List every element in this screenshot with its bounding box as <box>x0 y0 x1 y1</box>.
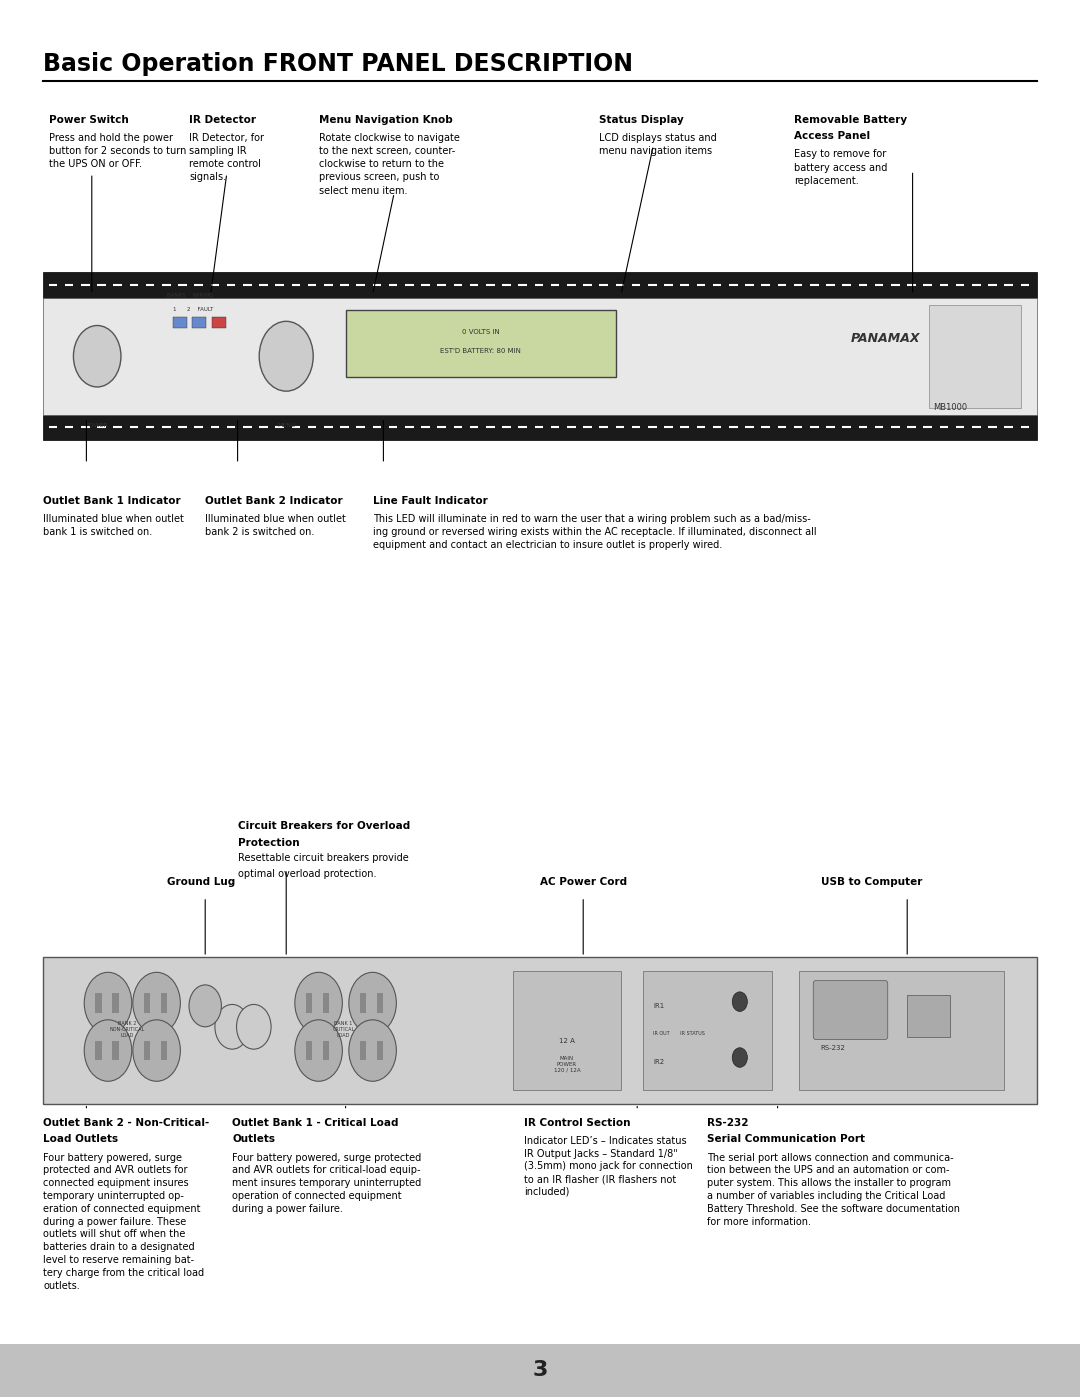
Text: This LED will illuminate in red to warn the user that a wiring problem such as a: This LED will illuminate in red to warn … <box>373 514 816 549</box>
Text: Protection: Protection <box>238 838 299 848</box>
Text: AC Power Cord: AC Power Cord <box>540 877 627 887</box>
FancyBboxPatch shape <box>212 317 226 328</box>
Text: MENU: MENU <box>276 423 296 429</box>
FancyBboxPatch shape <box>0 1344 1080 1397</box>
Text: Four battery powered, surge
protected and AVR outlets for
connected equipment in: Four battery powered, surge protected an… <box>43 1153 204 1291</box>
FancyBboxPatch shape <box>360 1041 366 1060</box>
Text: Removable Battery: Removable Battery <box>794 115 907 124</box>
Circle shape <box>295 972 342 1034</box>
FancyBboxPatch shape <box>929 305 1021 408</box>
Circle shape <box>133 1020 180 1081</box>
Circle shape <box>732 1048 747 1067</box>
Text: RS-232: RS-232 <box>821 1045 846 1051</box>
Text: IR Detector, for
sampling IR
remote control
signals.: IR Detector, for sampling IR remote cont… <box>189 133 264 183</box>
Circle shape <box>295 1020 342 1081</box>
FancyBboxPatch shape <box>360 993 366 1013</box>
Text: Outlet Bank 2 Indicator: Outlet Bank 2 Indicator <box>205 496 342 506</box>
Text: 1      2    FAULT: 1 2 FAULT <box>173 307 213 313</box>
Circle shape <box>259 321 313 391</box>
Text: IR Detector: IR Detector <box>189 115 256 124</box>
FancyBboxPatch shape <box>112 1041 119 1060</box>
FancyBboxPatch shape <box>377 1041 383 1060</box>
Text: USB to Computer: USB to Computer <box>821 877 922 887</box>
FancyBboxPatch shape <box>112 993 119 1013</box>
Text: Load Outlets: Load Outlets <box>43 1134 119 1144</box>
Text: 12 A: 12 A <box>559 1038 575 1044</box>
Text: IR2: IR2 <box>653 1059 664 1065</box>
Circle shape <box>215 1004 249 1049</box>
Circle shape <box>84 972 132 1034</box>
FancyBboxPatch shape <box>161 1041 167 1060</box>
Text: Status Display: Status Display <box>599 115 684 124</box>
Text: Easy to remove for
battery access and
replacement.: Easy to remove for battery access and re… <box>794 149 887 186</box>
FancyBboxPatch shape <box>799 971 1004 1090</box>
FancyBboxPatch shape <box>306 993 312 1013</box>
Text: Access Panel: Access Panel <box>794 131 869 141</box>
FancyBboxPatch shape <box>43 415 1037 440</box>
Circle shape <box>349 972 396 1034</box>
Text: RS-232: RS-232 <box>707 1118 748 1127</box>
Text: optimal overload protection.: optimal overload protection. <box>238 869 376 879</box>
Text: IR Control Section: IR Control Section <box>524 1118 631 1127</box>
Text: 3: 3 <box>532 1361 548 1380</box>
Text: Menu Navigation Knob: Menu Navigation Knob <box>319 115 453 124</box>
Text: EST'D BATTERY: 80 MIN: EST'D BATTERY: 80 MIN <box>441 348 521 353</box>
Text: MB1000: MB1000 <box>933 404 968 412</box>
Text: Illuminated blue when outlet
bank 2 is switched on.: Illuminated blue when outlet bank 2 is s… <box>205 514 346 536</box>
Text: BANKS    WIRING: BANKS WIRING <box>167 293 214 299</box>
Text: Ground Lug: Ground Lug <box>167 877 235 887</box>
Text: Circuit Breakers for Overload: Circuit Breakers for Overload <box>238 821 409 831</box>
FancyBboxPatch shape <box>95 993 102 1013</box>
Text: MAIN
POWER
120 / 12A: MAIN POWER 120 / 12A <box>554 1056 580 1073</box>
FancyBboxPatch shape <box>144 993 150 1013</box>
Circle shape <box>349 1020 396 1081</box>
Circle shape <box>237 1004 271 1049</box>
FancyBboxPatch shape <box>161 993 167 1013</box>
Text: Outlet Bank 1 - Critical Load: Outlet Bank 1 - Critical Load <box>232 1118 399 1127</box>
Text: IR OUT       IR STATUS: IR OUT IR STATUS <box>653 1031 705 1037</box>
FancyBboxPatch shape <box>173 317 187 328</box>
Circle shape <box>732 992 747 1011</box>
Circle shape <box>84 1020 132 1081</box>
Text: 0 VOLTS IN: 0 VOLTS IN <box>462 330 499 335</box>
Text: Indicator LED’s – Indicates status
IR Output Jacks – Standard 1/8"
(3.5mm) mono : Indicator LED’s – Indicates status IR Ou… <box>524 1136 692 1197</box>
Text: Press and hold the power
button for 2 seconds to turn
the UPS ON or OFF.: Press and hold the power button for 2 se… <box>49 133 186 169</box>
Text: The serial port allows connection and communica-
tion between the UPS and an aut: The serial port allows connection and co… <box>707 1153 960 1227</box>
FancyBboxPatch shape <box>306 1041 312 1060</box>
Text: BANK 2
NON-CRITICAL
LOAD: BANK 2 NON-CRITICAL LOAD <box>110 1021 145 1038</box>
FancyBboxPatch shape <box>192 317 206 328</box>
Circle shape <box>73 326 121 387</box>
FancyBboxPatch shape <box>95 1041 102 1060</box>
Text: IR1: IR1 <box>653 1003 664 1009</box>
Text: Illuminated blue when outlet
bank 1 is switched on.: Illuminated blue when outlet bank 1 is s… <box>43 514 184 536</box>
FancyBboxPatch shape <box>323 1041 329 1060</box>
FancyBboxPatch shape <box>43 298 1037 415</box>
Text: Outlet Bank 2 - Non-Critical-: Outlet Bank 2 - Non-Critical- <box>43 1118 210 1127</box>
Text: Outlets: Outlets <box>232 1134 275 1144</box>
FancyBboxPatch shape <box>907 995 950 1037</box>
Text: POWER: POWER <box>85 423 109 429</box>
FancyBboxPatch shape <box>323 993 329 1013</box>
FancyBboxPatch shape <box>643 971 772 1090</box>
FancyBboxPatch shape <box>43 957 1037 1104</box>
FancyBboxPatch shape <box>43 272 1037 298</box>
Text: PANAMAX: PANAMAX <box>851 331 920 345</box>
Text: Line Fault Indicator: Line Fault Indicator <box>373 496 487 506</box>
FancyBboxPatch shape <box>346 310 616 377</box>
FancyBboxPatch shape <box>513 971 621 1090</box>
Text: Basic Operation FRONT PANEL DESCRIPTION: Basic Operation FRONT PANEL DESCRIPTION <box>43 52 633 75</box>
Text: Power Switch: Power Switch <box>49 115 129 124</box>
Circle shape <box>189 985 221 1027</box>
FancyBboxPatch shape <box>813 981 888 1039</box>
Text: Serial Communication Port: Serial Communication Port <box>707 1134 865 1144</box>
Text: Outlet Bank 1 Indicator: Outlet Bank 1 Indicator <box>43 496 180 506</box>
Text: Rotate clockwise to navigate
to the next screen, counter-
clockwise to return to: Rotate clockwise to navigate to the next… <box>319 133 459 196</box>
Text: LCD displays status and
menu navigation items: LCD displays status and menu navigation … <box>599 133 717 156</box>
FancyBboxPatch shape <box>377 993 383 1013</box>
Text: BANK 1
CRITICAL
LOAD: BANK 1 CRITICAL LOAD <box>333 1021 354 1038</box>
Text: Four battery powered, surge protected
and AVR outlets for critical-load equip-
m: Four battery powered, surge protected an… <box>232 1153 421 1214</box>
Text: Resettable circuit breakers provide: Resettable circuit breakers provide <box>238 854 408 863</box>
FancyBboxPatch shape <box>144 1041 150 1060</box>
Circle shape <box>133 972 180 1034</box>
